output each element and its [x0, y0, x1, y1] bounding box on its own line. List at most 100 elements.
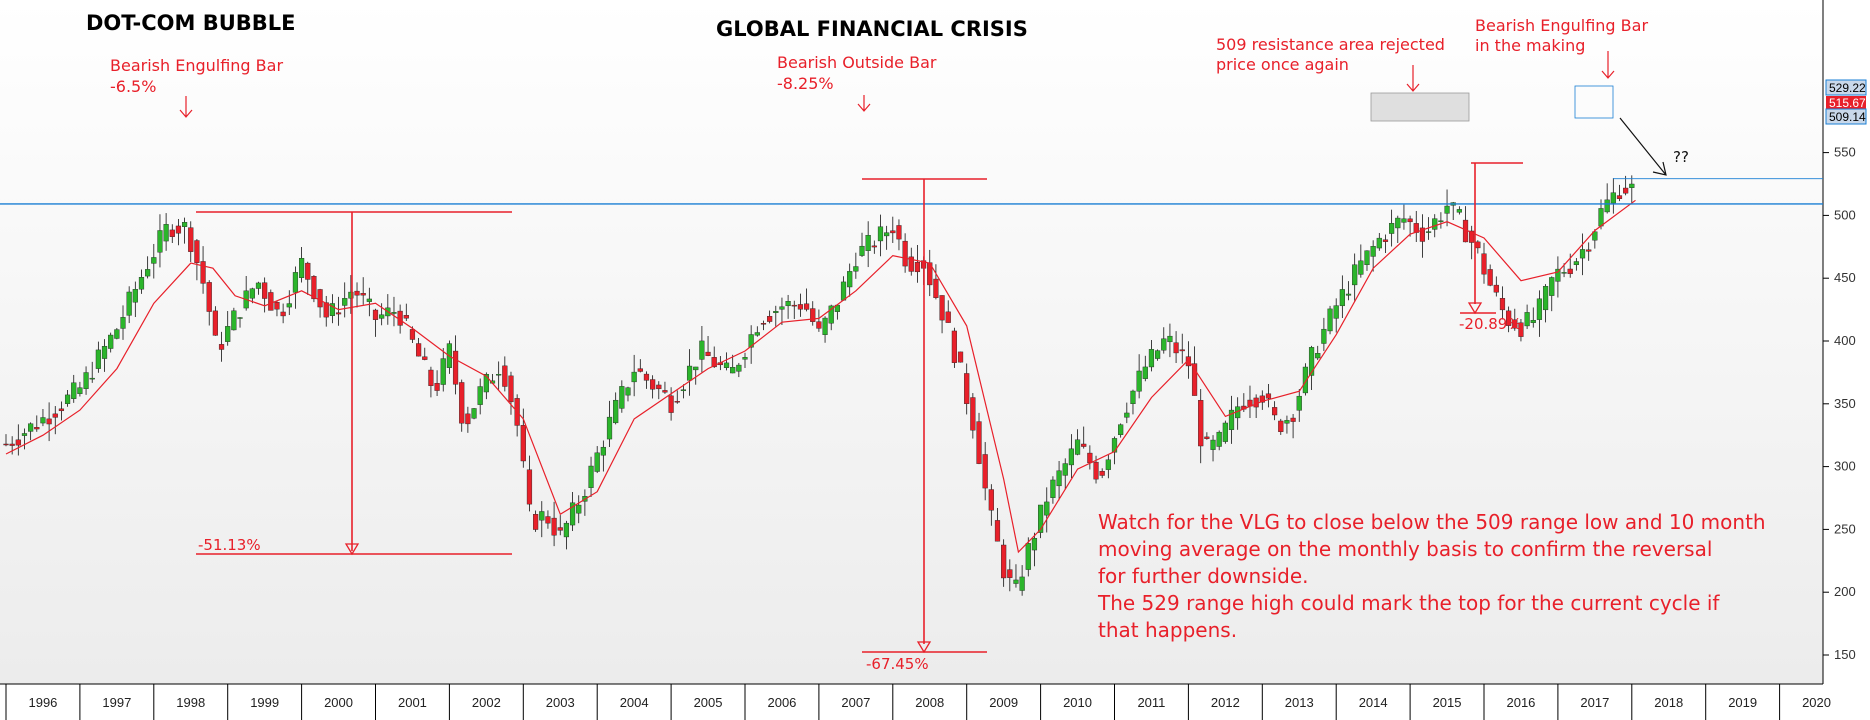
candle-body: [816, 321, 822, 329]
candle-body: [1185, 356, 1192, 367]
candle-body: [533, 514, 539, 530]
candle-body: [40, 417, 46, 424]
candle-body: [785, 301, 791, 307]
candle-body: [705, 351, 711, 356]
candle-body: [970, 397, 976, 431]
x-tick-label: 2000: [324, 695, 353, 710]
candle-body: [914, 261, 921, 273]
candle-body: [606, 416, 613, 440]
candle-body: [1173, 342, 1179, 354]
candle-body: [200, 261, 206, 284]
annotation-bar1-title: Bearish Engulfing Bar: [110, 56, 283, 75]
candle-body: [797, 304, 804, 310]
candle-body: [206, 282, 212, 312]
heading-dotcom: DOT-COM BUBBLE: [86, 11, 296, 35]
candle-body: [1475, 241, 1481, 249]
candle-body: [175, 225, 182, 234]
candle-body: [262, 282, 268, 299]
candle-body: [1518, 322, 1524, 337]
candle-body: [1382, 239, 1389, 242]
candle-body: [434, 383, 440, 391]
candle-body: [1315, 353, 1321, 359]
candle-body: [668, 395, 674, 413]
candle-body: [1161, 338, 1167, 351]
candle-body: [1216, 431, 1222, 447]
candle-body: [1407, 218, 1413, 223]
candle-body: [680, 389, 687, 392]
candle-body: [471, 408, 477, 419]
annotation-bar3-sub: in the making: [1475, 36, 1585, 55]
candle-body: [422, 356, 428, 360]
candle-body: [1598, 208, 1604, 227]
candle-body: [890, 230, 896, 234]
annotation-resistance-1: 509 resistance area rejected: [1216, 35, 1445, 54]
candle-body: [1524, 312, 1530, 327]
candle-body: [1542, 286, 1549, 311]
candle-body: [1025, 543, 1031, 570]
candle-body: [1037, 504, 1044, 533]
candle-body: [994, 520, 1001, 542]
x-tick-label: 2004: [620, 695, 649, 710]
candle-body: [693, 366, 699, 371]
y-tick-label: 250: [1834, 521, 1856, 536]
candle-body: [1228, 409, 1235, 430]
candle-body: [1074, 439, 1081, 455]
candle-body: [1001, 544, 1007, 579]
note-line-3: for further downside.: [1098, 564, 1309, 588]
x-tick-label: 2003: [546, 695, 575, 710]
candle-body: [1062, 463, 1068, 476]
candle-body: [1469, 230, 1475, 243]
candle-body: [908, 256, 914, 272]
candle-body: [877, 226, 884, 242]
x-tick-label: 1999: [250, 695, 279, 710]
candle-body: [1019, 576, 1025, 591]
y-tick-label: 400: [1834, 333, 1856, 348]
candle-body: [1265, 393, 1272, 399]
resistance-zone: [1370, 92, 1470, 122]
candle-body: [1222, 422, 1228, 442]
candle-body: [1136, 370, 1142, 392]
x-tick-label: 2020: [1802, 695, 1831, 710]
candle-body: [151, 257, 157, 264]
candle-body: [194, 240, 200, 263]
candle-body: [1093, 461, 1099, 480]
candle-body: [779, 306, 785, 310]
price-tags: 529.22 515.67 509.14: [1825, 79, 1867, 125]
candle-body: [773, 311, 779, 314]
measure-lines: [196, 162, 1523, 653]
x-tick-label: 2007: [841, 695, 870, 710]
candle-body: [964, 373, 970, 404]
annotation-bar3-title: Bearish Engulfing Bar: [1475, 16, 1648, 35]
candle-body: [1302, 366, 1309, 394]
y-tick-label: 550: [1834, 145, 1856, 160]
candle-body: [545, 516, 551, 524]
candle-body: [1044, 501, 1050, 516]
candle-body: [1204, 436, 1210, 439]
x-tick-label: 2002: [472, 695, 501, 710]
candle-body: [496, 374, 502, 376]
candle-body: [231, 310, 237, 331]
candle-body: [760, 323, 767, 325]
measure-label-3: -20.89%: [1459, 315, 1522, 333]
candle-body: [1370, 246, 1376, 257]
candle-body: [1278, 420, 1284, 432]
candle-body: [372, 309, 379, 320]
candle-body: [730, 367, 736, 374]
candle-body: [982, 454, 988, 489]
candle-body: [1573, 261, 1579, 266]
candle-body: [1549, 277, 1555, 296]
pointer-arrow-4: [1601, 51, 1615, 79]
candle-body: [643, 373, 650, 381]
candle-body: [1629, 183, 1635, 188]
candle-body: [650, 379, 656, 390]
candle-body: [1259, 395, 1265, 403]
candle-body: [452, 350, 459, 385]
candle-body: [767, 316, 773, 322]
candle-body: [1401, 218, 1407, 223]
candle-body: [526, 469, 533, 505]
candle-body: [237, 317, 243, 319]
price-tag-515: 515.67: [1829, 96, 1866, 110]
candle-body: [77, 387, 83, 394]
candle-body: [255, 282, 262, 289]
